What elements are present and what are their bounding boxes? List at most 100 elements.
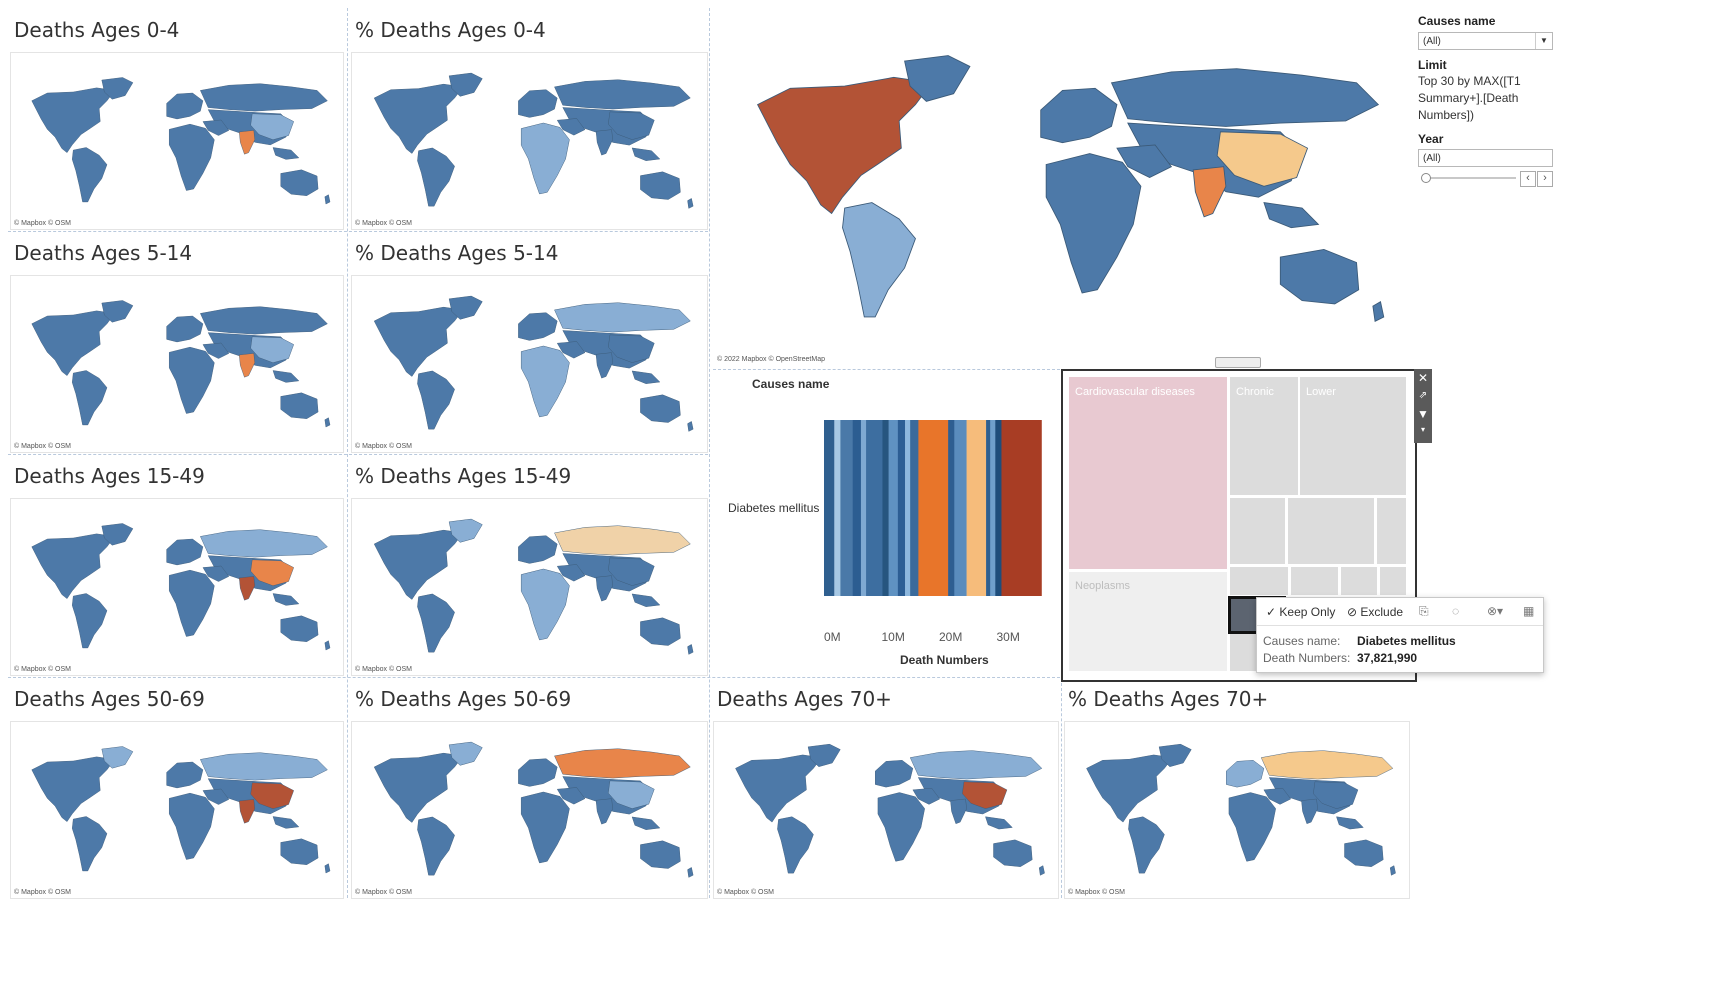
year-dropdown[interactable]: (All): [1418, 149, 1553, 167]
lightbulb-icon[interactable]: ◌: [1452, 604, 1460, 618]
country-region[interactable]: [280, 169, 319, 196]
country-region[interactable]: [169, 346, 215, 414]
country-region[interactable]: [31, 756, 116, 822]
treemap-cell-lower[interactable]: Lower: [1300, 377, 1406, 495]
country-region[interactable]: [1228, 792, 1276, 862]
country-region[interactable]: [202, 788, 230, 805]
country-region[interactable]: [1344, 839, 1384, 867]
country-region[interactable]: [687, 421, 694, 432]
country-region[interactable]: [520, 791, 570, 864]
treemap-cell[interactable]: [1288, 498, 1374, 564]
country-region[interactable]: [166, 761, 204, 789]
country-region[interactable]: [687, 867, 694, 878]
country-region[interactable]: [877, 792, 925, 862]
country-region[interactable]: [250, 782, 294, 809]
country-region[interactable]: [200, 529, 328, 558]
country-region[interactable]: [101, 523, 134, 546]
country-region[interactable]: [448, 295, 483, 320]
country-region[interactable]: [250, 113, 294, 140]
country-region[interactable]: [595, 575, 613, 602]
world-map[interactable]: © Mapbox © OSM: [10, 498, 344, 676]
country-region[interactable]: [554, 79, 691, 110]
country-region[interactable]: [1040, 87, 1118, 144]
country-region[interactable]: [1192, 166, 1227, 218]
country-region[interactable]: [448, 518, 483, 543]
country-region[interactable]: [200, 306, 328, 335]
view-data-icon[interactable]: ▦: [1523, 604, 1535, 618]
country-region[interactable]: [239, 576, 256, 601]
country-region[interactable]: [417, 147, 455, 207]
bar-segment[interactable]: [860, 420, 867, 596]
country-region[interactable]: [72, 593, 108, 649]
country-region[interactable]: [417, 370, 455, 430]
bar-segment[interactable]: [918, 420, 949, 596]
country-region[interactable]: [250, 559, 294, 586]
country-region[interactable]: [554, 525, 691, 556]
country-region[interactable]: [518, 758, 558, 787]
country-region[interactable]: [166, 315, 204, 343]
bar-segment[interactable]: [910, 420, 919, 596]
country-region[interactable]: [554, 302, 691, 333]
keep-only-button[interactable]: ✓ Keep Only: [1266, 605, 1335, 619]
menu-caret-icon[interactable]: ▾: [1420, 425, 1425, 434]
country-region[interactable]: [556, 564, 586, 582]
bar-segment[interactable]: [954, 420, 967, 596]
country-region[interactable]: [912, 788, 941, 805]
country-region[interactable]: [31, 310, 116, 376]
treemap-cell[interactable]: [1377, 498, 1406, 564]
country-region[interactable]: [417, 593, 455, 653]
bar-segment[interactable]: [866, 420, 883, 596]
country-region[interactable]: [520, 568, 570, 641]
country-region[interactable]: [272, 816, 300, 829]
country-region[interactable]: [904, 55, 971, 102]
country-region[interactable]: [1336, 816, 1364, 830]
country-region[interactable]: [687, 198, 694, 209]
country-region[interactable]: [1372, 301, 1385, 322]
country-region[interactable]: [950, 798, 967, 824]
country-region[interactable]: [324, 640, 331, 651]
country-region[interactable]: [1216, 131, 1309, 187]
country-region[interactable]: [595, 352, 613, 379]
country-region[interactable]: [756, 76, 933, 215]
country-region[interactable]: [448, 741, 483, 766]
treemap-cell[interactable]: [1380, 567, 1406, 595]
country-region[interactable]: [166, 538, 204, 566]
country-region[interactable]: [31, 533, 116, 599]
country-region[interactable]: [556, 341, 586, 359]
country-region[interactable]: [72, 147, 108, 203]
country-region[interactable]: [239, 130, 256, 155]
main-world-map[interactable]: © 2022 Mapbox © OpenStreetMap: [713, 12, 1412, 366]
country-region[interactable]: [200, 83, 328, 112]
country-region[interactable]: [324, 194, 331, 205]
country-region[interactable]: [807, 743, 841, 767]
world-map[interactable]: © Mapbox © OSM: [351, 721, 708, 899]
country-region[interactable]: [1226, 760, 1265, 788]
treemap-cell-neoplasms[interactable]: Neoplasms: [1069, 572, 1227, 671]
country-region[interactable]: [595, 129, 613, 156]
country-region[interactable]: [324, 417, 331, 428]
country-region[interactable]: [640, 171, 681, 200]
prev-button[interactable]: ‹: [1520, 171, 1536, 187]
country-region[interactable]: [1110, 68, 1380, 127]
country-region[interactable]: [448, 72, 483, 97]
country-region[interactable]: [608, 557, 655, 586]
country-region[interactable]: [1313, 781, 1359, 809]
country-region[interactable]: [280, 615, 319, 642]
treemap-cell[interactable]: [1341, 567, 1377, 595]
treemap-cell-cardiovascular[interactable]: Cardiovascular diseases: [1069, 377, 1227, 569]
country-region[interactable]: [631, 147, 661, 161]
country-region[interactable]: [687, 644, 694, 655]
bar-segment[interactable]: [824, 420, 835, 596]
country-region[interactable]: [200, 752, 328, 781]
country-region[interactable]: [250, 336, 294, 363]
world-map[interactable]: © Mapbox © OSM: [351, 275, 708, 453]
bar-segment[interactable]: [888, 420, 899, 596]
country-region[interactable]: [631, 816, 661, 830]
country-region[interactable]: [101, 746, 134, 769]
country-region[interactable]: [608, 334, 655, 363]
drag-handle[interactable]: [1215, 357, 1261, 368]
country-region[interactable]: [373, 306, 464, 377]
close-icon[interactable]: ✕: [1417, 371, 1429, 385]
country-region[interactable]: [909, 750, 1043, 780]
country-region[interactable]: [640, 394, 681, 423]
